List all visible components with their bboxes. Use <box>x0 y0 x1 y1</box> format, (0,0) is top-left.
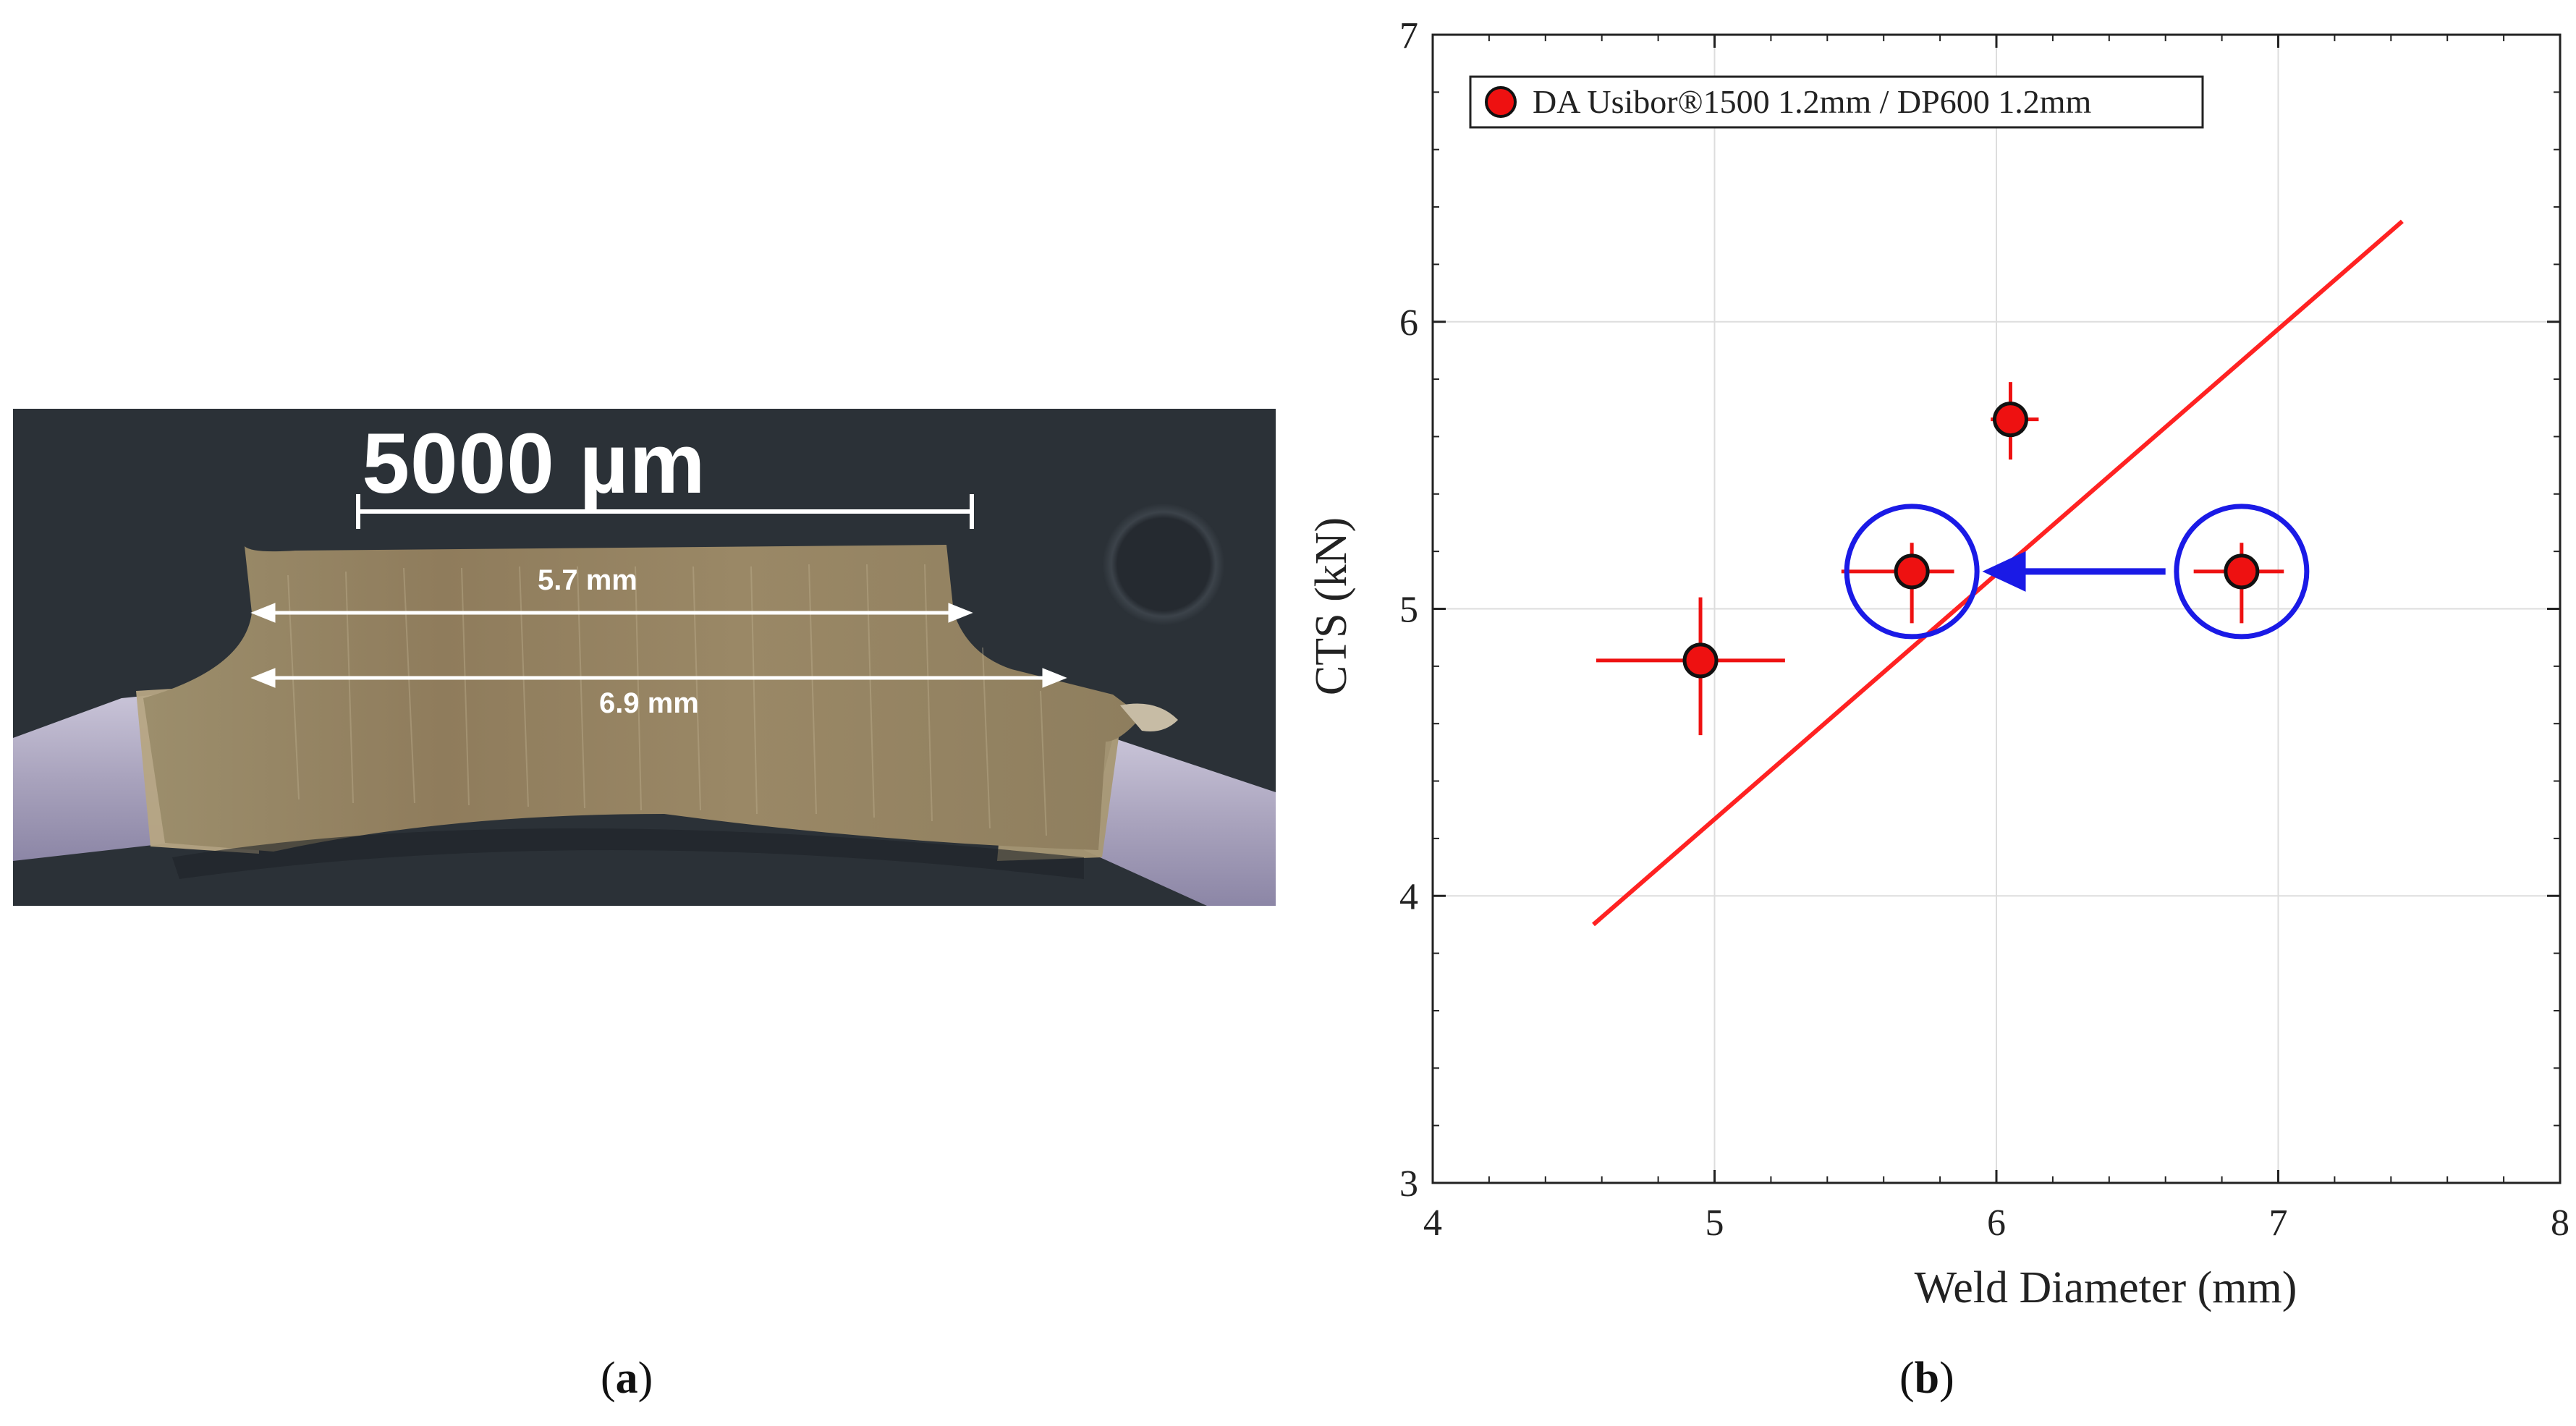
legend-label: DA Usibor®1500 1.2mm / DP600 1.2mm <box>1533 83 2091 120</box>
data-points <box>1596 382 2284 736</box>
shift-arrow-head <box>1982 551 2026 592</box>
dim-top-label: 5.7 mm <box>538 564 637 596</box>
caption-a-letter: a <box>615 1354 638 1403</box>
x-tick-label: 5 <box>1706 1202 1724 1244</box>
micrograph-panel: 5000 µm 5.7 mm 6.9 mm <box>13 409 1276 906</box>
grid <box>1433 35 2560 1183</box>
highlights <box>1844 504 2310 640</box>
scale-bar-label: 5000 µm <box>362 416 706 512</box>
data-point <box>1992 402 2028 438</box>
x-tick-label: 4 <box>1423 1202 1442 1244</box>
x-axis-label: Weld Diameter (mm) <box>1915 1263 2297 1312</box>
weld-nugget <box>143 545 1142 852</box>
x-tick-label: 7 <box>2269 1202 2288 1244</box>
caption-b: (b) <box>1899 1354 1954 1403</box>
y-tick-label: 5 <box>1399 590 1418 631</box>
dimension-arrows <box>250 603 1067 688</box>
y-tick-label: 4 <box>1399 876 1418 917</box>
data-point <box>1894 553 1930 590</box>
caption-a: (a) <box>601 1354 653 1403</box>
y-axis-label: CTS (kN) <box>1307 517 1356 695</box>
left-sheet <box>13 695 172 861</box>
legend-marker <box>1485 86 1517 118</box>
weld-cross-section-image <box>13 409 1276 906</box>
caption-b-letter: b <box>1914 1354 1940 1403</box>
x-tick-label: 8 <box>2551 1202 2569 1244</box>
indent-mark <box>1102 503 1225 626</box>
scale-bar <box>356 494 974 529</box>
highlight-circle <box>1844 504 1980 640</box>
right-sheet <box>1084 738 1276 906</box>
x-tick-label: 6 <box>1987 1202 2006 1244</box>
data-point <box>1682 642 1719 679</box>
y-tick-label: 7 <box>1399 15 1418 56</box>
dim-bottom-label: 6.9 mm <box>599 687 699 719</box>
highlight-circle <box>2174 504 2310 640</box>
y-tick-label: 3 <box>1399 1163 1418 1205</box>
legend: DA Usibor®1500 1.2mm / DP600 1.2mm <box>1469 75 2204 129</box>
legend-box <box>1469 75 2204 129</box>
y-tick-label: 6 <box>1399 302 1418 344</box>
data-point <box>2224 553 2260 590</box>
